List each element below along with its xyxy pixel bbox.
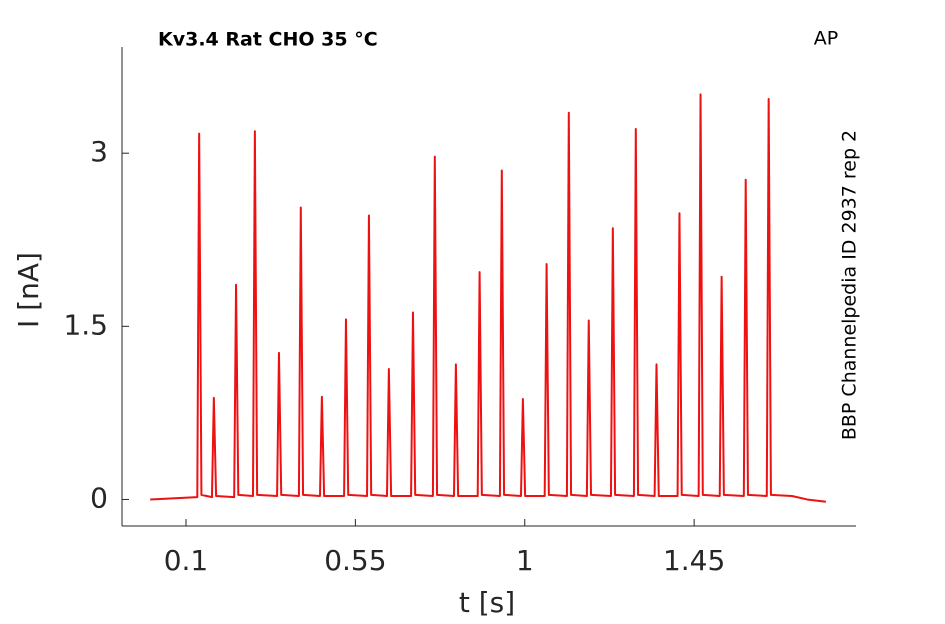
chart-title: Kv3.4 Rat CHO 35 °C bbox=[158, 29, 378, 51]
x-tick-label: 1 bbox=[516, 544, 534, 577]
y-tick-label: 3 bbox=[90, 135, 108, 168]
x-axis-label: t [s] bbox=[459, 586, 515, 619]
side-label: BBP Channelpedia ID 2937 rep 2 bbox=[839, 130, 861, 440]
x-tick-label: 0.1 bbox=[164, 544, 209, 577]
x-tick-label: 0.55 bbox=[324, 544, 386, 577]
trace bbox=[150, 93, 827, 503]
y-tick-label: 0 bbox=[90, 481, 108, 514]
y-axis-label: I [nA] bbox=[12, 252, 45, 328]
y-tick-label: 1.5 bbox=[63, 308, 108, 341]
corner-label: AP bbox=[814, 28, 838, 50]
x-tick-label: 1.45 bbox=[663, 544, 725, 577]
